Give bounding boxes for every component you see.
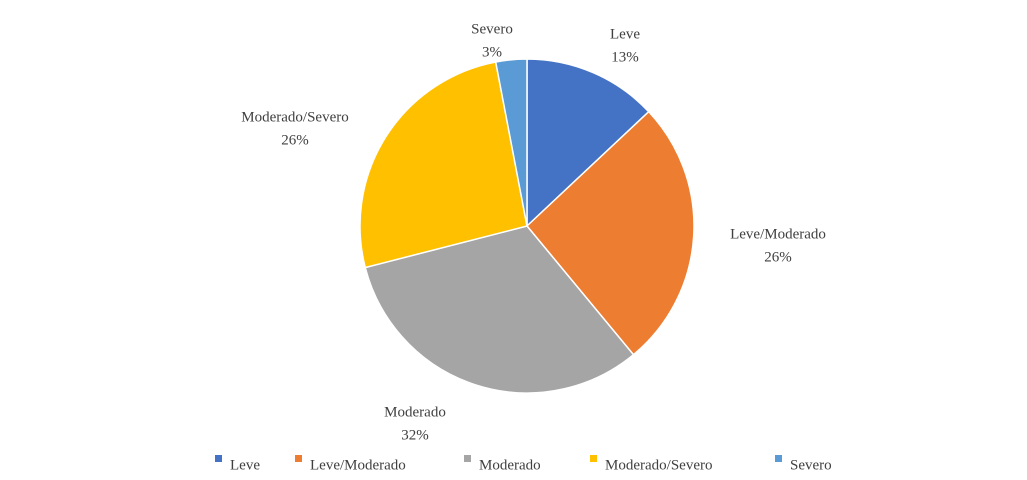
slice-value-label: 13% [611, 49, 639, 65]
legend-label: Leve/Moderado [310, 457, 406, 473]
slice-category-label: Severo [471, 21, 513, 37]
legend-label: Moderado [479, 457, 541, 473]
slice-value-label: 26% [764, 249, 792, 265]
slice-value-label: 32% [401, 427, 429, 443]
legend-label: Severo [790, 457, 832, 473]
legend-marker [590, 455, 597, 462]
pie-slice [526, 58, 650, 228]
slice-value-label: 3% [482, 44, 502, 60]
legend-label: Moderado/Severo [605, 457, 712, 473]
slice-category-label: Leve [610, 26, 640, 42]
legend-marker [775, 455, 782, 462]
pie-slice [364, 225, 635, 394]
legend-marker [215, 455, 222, 462]
pie-slice [359, 61, 528, 269]
legend-marker [464, 455, 471, 462]
slice-category-label: Moderado/Severo [241, 109, 348, 125]
pie-slice [525, 110, 695, 356]
slice-category-label: Moderado [384, 404, 446, 420]
slice-category-label: Leve/Moderado [730, 226, 826, 242]
legend-marker [295, 455, 302, 462]
pie-slice [494, 58, 528, 227]
legend-label: Leve [230, 457, 260, 473]
slice-value-label: 26% [281, 132, 309, 148]
